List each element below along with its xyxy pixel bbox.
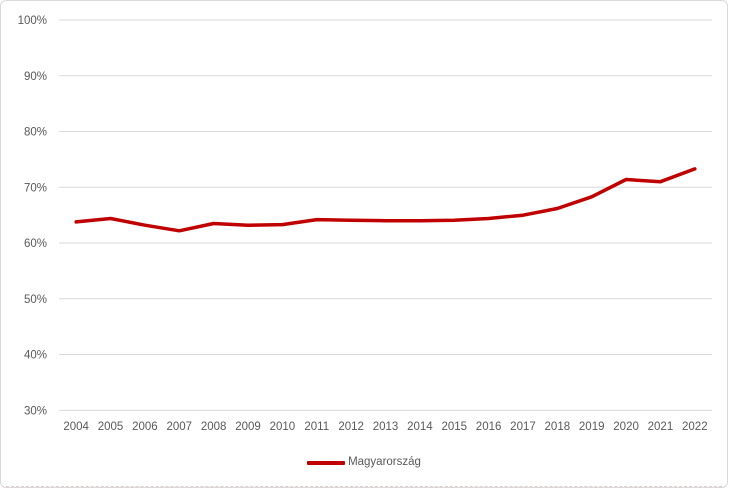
x-tick-label: 2005	[98, 421, 124, 433]
x-tick-label: 2006	[132, 421, 158, 433]
x-tick-label: 2013	[373, 421, 399, 433]
x-tick-label: 2007	[166, 421, 192, 433]
line-chart-svg: 100% 90% 80% 70% 60% 50% 40% 30% 2004 2005 2006 200…	[18, 15, 712, 433]
x-tick-label: 2020	[613, 421, 639, 433]
x-tick-label: 2019	[579, 421, 605, 433]
legend-line-swatch	[307, 461, 346, 465]
x-tick-label: 2010	[270, 421, 296, 433]
series-line	[74, 167, 697, 233]
y-tick-label: 70%	[24, 182, 47, 194]
x-tick-label: 2015	[441, 421, 467, 433]
x-tick-label: 2009	[235, 421, 261, 433]
y-tick-label: 50%	[24, 294, 47, 306]
frame-bottom-dashed-divider	[1, 486, 727, 487]
y-tick-label: 40%	[24, 350, 47, 362]
y-tick-label: 30%	[24, 405, 47, 417]
x-tick-label: 2022	[682, 421, 708, 433]
x-tick-label: 2011	[304, 421, 329, 433]
y-tick-label: 100%	[18, 15, 47, 27]
x-tick-label: 2012	[338, 421, 364, 433]
x-tick-label: 2004	[63, 421, 89, 433]
x-tick-label: 2008	[201, 421, 227, 433]
y-tick-label: 90%	[24, 71, 47, 83]
legend: Magyarország	[1, 456, 727, 469]
x-tick-label: 2017	[510, 421, 536, 433]
x-tick-label: 2014	[407, 421, 433, 433]
y-tick-label: 60%	[24, 238, 47, 250]
legend-label: Magyarország	[348, 456, 421, 468]
x-tick-label: 2018	[545, 421, 571, 433]
x-tick-label: 2016	[476, 421, 502, 433]
y-tick-label: 80%	[24, 127, 47, 139]
x-tick-label: 2021	[648, 421, 674, 433]
